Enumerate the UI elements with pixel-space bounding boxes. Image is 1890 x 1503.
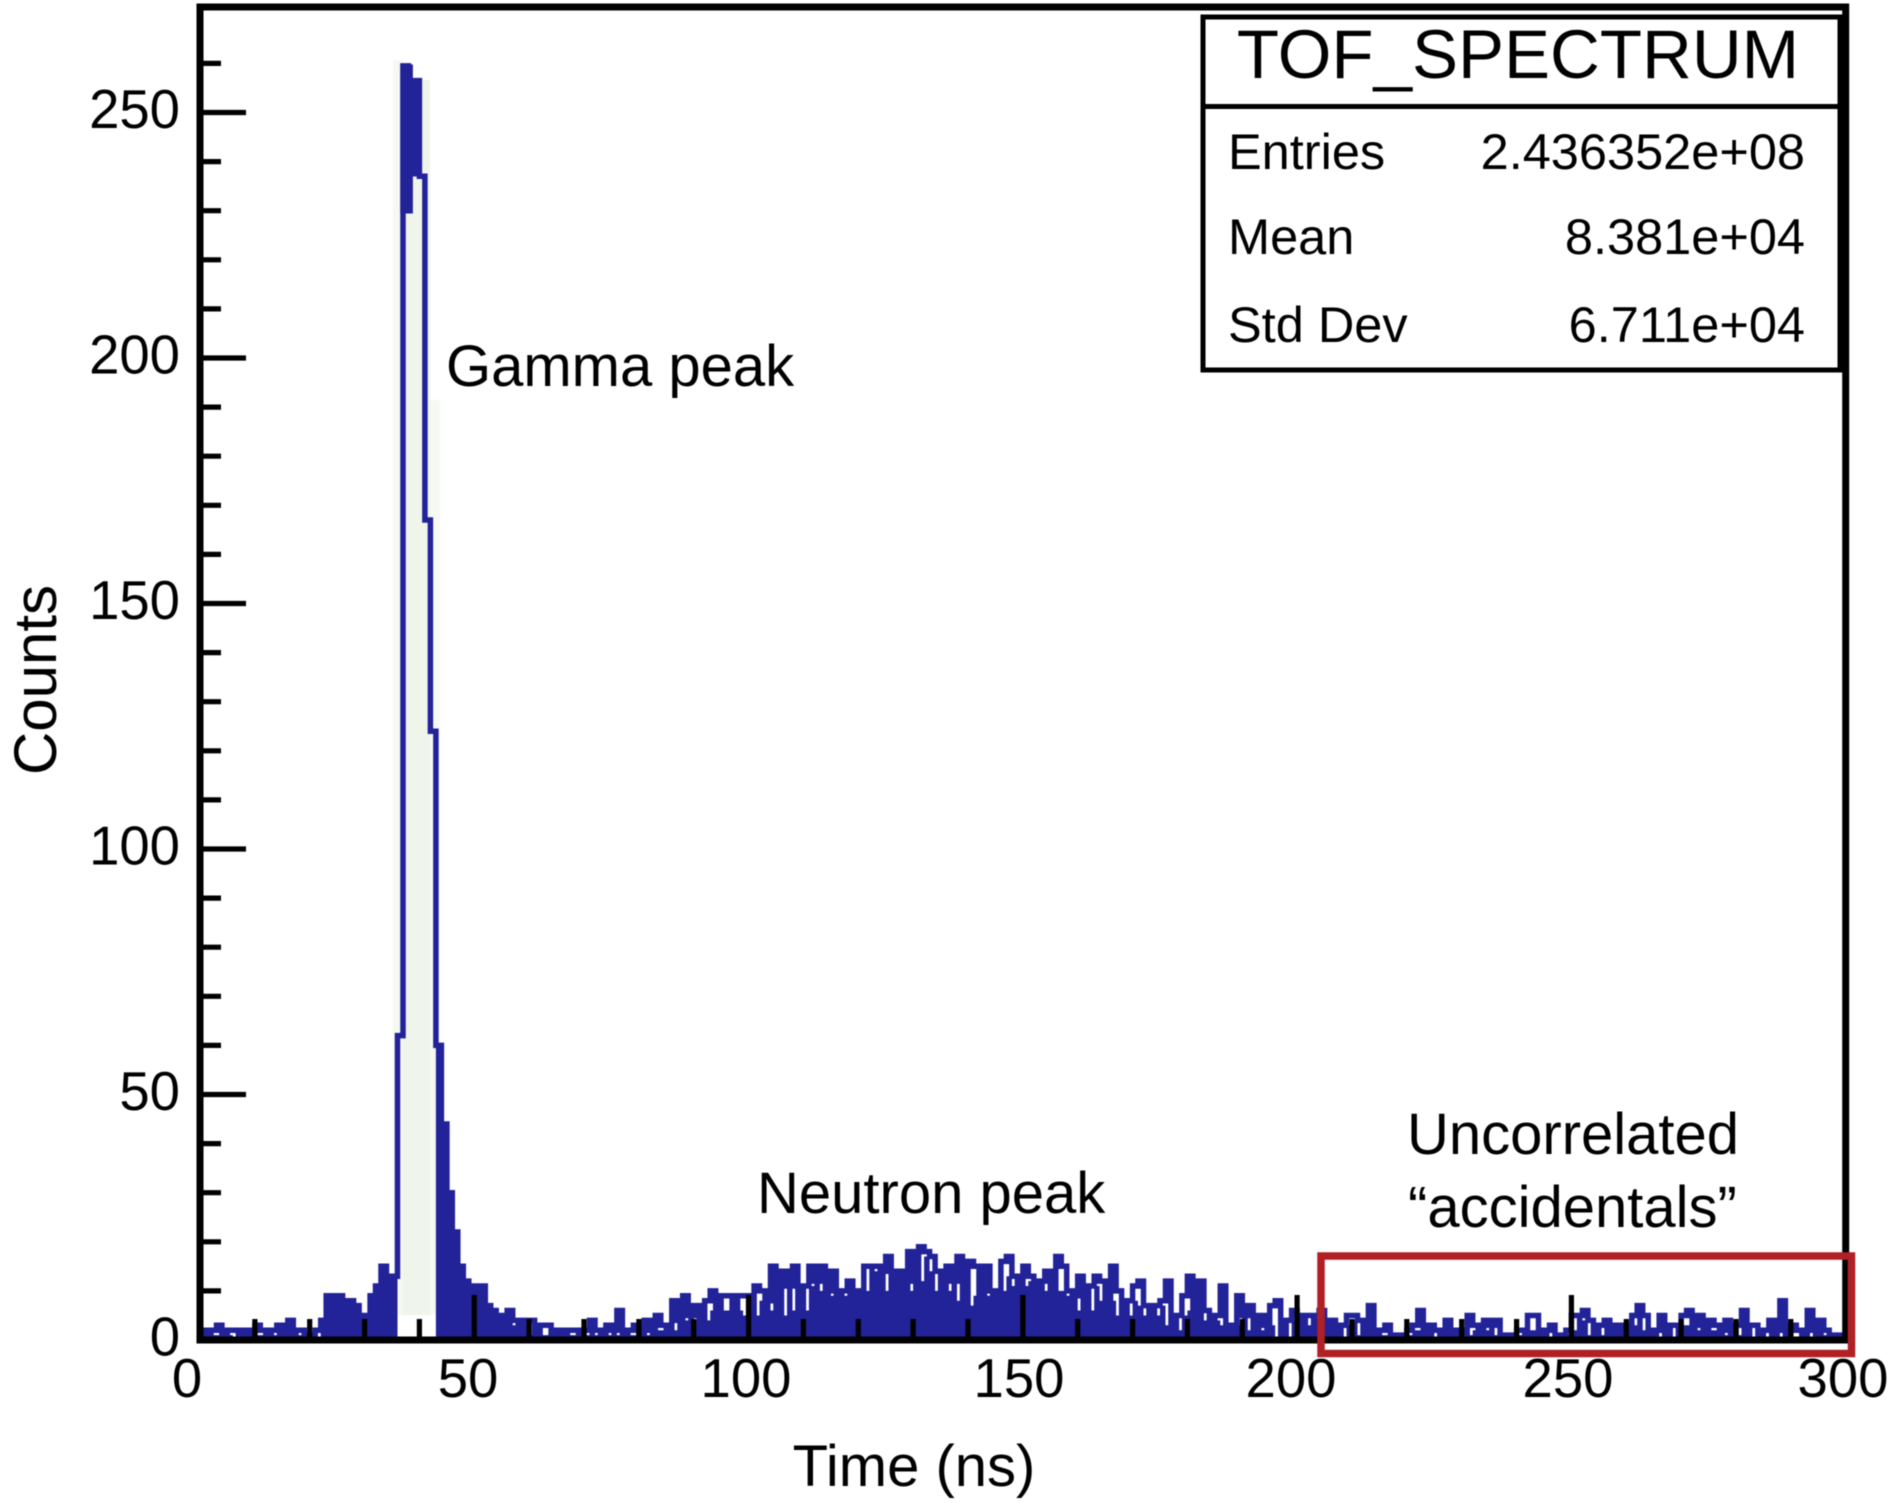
- svg-text:Time (ns): Time (ns): [793, 1434, 1036, 1499]
- svg-text:Neutron peak: Neutron peak: [757, 1161, 1106, 1226]
- svg-text:Counts: Counts: [2, 585, 69, 775]
- svg-text:Uncorrelated: Uncorrelated: [1407, 1102, 1739, 1167]
- svg-text:200: 200: [1246, 1348, 1337, 1409]
- svg-text:100: 100: [89, 816, 180, 877]
- svg-text:8.381e+04: 8.381e+04: [1565, 208, 1805, 265]
- svg-text:Gamma peak: Gamma peak: [446, 334, 795, 399]
- svg-text:“accidentals”: “accidentals”: [1408, 1175, 1737, 1240]
- svg-text:6.711e+04: 6.711e+04: [1569, 296, 1805, 353]
- svg-text:0: 0: [150, 1307, 180, 1368]
- svg-text:250: 250: [1523, 1348, 1614, 1409]
- svg-text:50: 50: [438, 1348, 499, 1409]
- svg-text:50: 50: [119, 1061, 180, 1122]
- svg-text:Std Dev: Std Dev: [1228, 296, 1408, 353]
- svg-text:250: 250: [89, 79, 180, 140]
- svg-text:150: 150: [89, 570, 180, 631]
- svg-text:200: 200: [89, 325, 180, 386]
- svg-text:TOF_SPECTRUM: TOF_SPECTRUM: [1237, 16, 1799, 93]
- svg-text:2.436352e+08: 2.436352e+08: [1481, 123, 1805, 180]
- svg-text:100: 100: [701, 1348, 792, 1409]
- svg-text:300: 300: [1798, 1348, 1889, 1409]
- svg-text:Entries: Entries: [1228, 123, 1385, 180]
- svg-text:Mean: Mean: [1228, 208, 1354, 265]
- svg-text:0: 0: [172, 1348, 202, 1409]
- svg-text:150: 150: [974, 1348, 1065, 1409]
